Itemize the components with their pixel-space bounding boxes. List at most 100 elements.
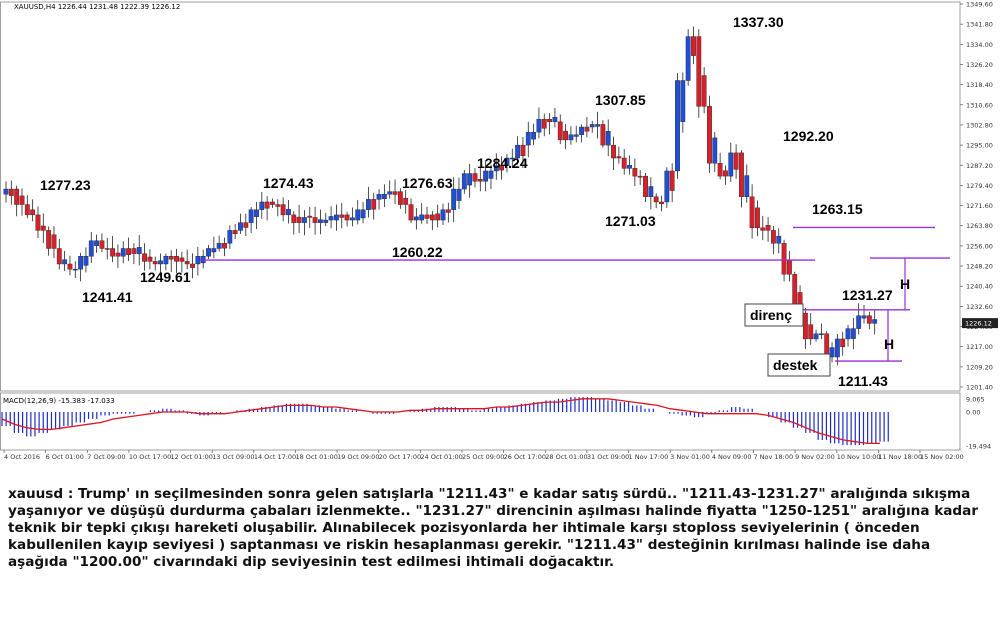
candle-body	[515, 144, 521, 159]
candle-body	[648, 186, 654, 197]
candle-body	[541, 119, 547, 129]
candle-body	[46, 230, 52, 249]
candle-body	[467, 173, 473, 186]
x-tick-label: 11 Nov 18:00	[878, 453, 922, 461]
macd-tick-label: 0.00	[966, 409, 980, 417]
candle-body	[605, 131, 611, 146]
main-panel	[0, 1, 961, 451]
candle-body	[51, 234, 57, 249]
price-annotation-label: 1307.85	[595, 92, 646, 108]
y-tick-label: 1287.20	[966, 162, 993, 170]
candle-body	[126, 248, 131, 255]
y-tick-label: 1256.00	[966, 242, 993, 250]
x-tick-label: 1 Nov 17:00	[629, 453, 669, 461]
macd-header: MACD(12,26,9) -15.383 -17.033	[3, 397, 115, 405]
x-tick-label: 13 Oct 09:00	[212, 453, 254, 461]
current-price-tag	[962, 318, 998, 329]
candle-body	[707, 106, 712, 164]
candle-body	[99, 240, 105, 249]
price-annotation-label: 1260.22	[392, 244, 443, 260]
candle-body	[669, 170, 675, 191]
x-tick-label: 4 Nov 09:00	[712, 453, 752, 461]
candle-body	[227, 230, 233, 244]
price-annotation-label: 1274.43	[263, 175, 314, 191]
price-annotation-label: 1337.30	[733, 14, 784, 30]
candle-body	[589, 124, 595, 128]
candle-body	[35, 214, 41, 231]
candle-body	[802, 312, 808, 340]
candle-body	[808, 324, 814, 340]
x-tick-label: 12 Oct 01:00	[171, 453, 213, 461]
candle-body	[120, 248, 126, 257]
candle-body	[110, 248, 115, 257]
candle-body	[14, 188, 20, 205]
candle-body	[350, 217, 355, 221]
candle-body	[472, 173, 478, 182]
candle-body	[675, 80, 680, 172]
x-tick-label: 19 Oct 09:00	[337, 453, 379, 461]
candle-body	[248, 209, 254, 223]
candle-body	[403, 198, 409, 205]
y-tick-label: 1201.40	[966, 384, 993, 392]
candle-body	[275, 204, 281, 207]
candle-body	[685, 36, 691, 81]
candle-body	[744, 175, 750, 197]
candle-body	[254, 209, 259, 217]
x-tick-label: 31 Oct 09:00	[587, 453, 629, 461]
main-frame-border	[0, 1, 961, 392]
x-tick-label: 10 Nov 10:00	[837, 453, 881, 461]
candle-body	[627, 165, 632, 169]
candle-body	[56, 248, 62, 265]
y-tick-label: 1217.00	[966, 343, 993, 351]
candle-body	[664, 170, 670, 203]
candle-body	[302, 217, 307, 223]
candle-body	[115, 252, 121, 257]
y-tick-label: 1310.60	[966, 101, 993, 109]
x-tick-label: 15 Nov 02:00	[920, 453, 964, 461]
resistance-label: direnç	[750, 307, 792, 323]
x-tick-label: 3 Nov 01:00	[670, 453, 710, 461]
candle-body	[318, 219, 323, 223]
candle-body	[477, 179, 483, 182]
candle-body	[861, 315, 867, 319]
candle-body	[595, 124, 600, 127]
candle-body	[866, 315, 872, 324]
candle-body	[504, 157, 510, 166]
price-chart: XAUUSD,H4 1226.44 1231.48 1222.39 1226.1…	[0, 1, 998, 461]
candle-body	[557, 121, 563, 141]
x-tick-label: 24 Oct 01:00	[420, 453, 462, 461]
candle-body	[493, 165, 499, 172]
candle-body	[264, 201, 270, 209]
measure-label-lower: H	[884, 336, 894, 352]
candle-body	[739, 152, 744, 197]
macd-signal-line	[1, 398, 880, 445]
x-tick-label: 18 Oct 01:00	[295, 453, 337, 461]
candle-body	[232, 230, 238, 235]
y-tick-label: 1318.40	[966, 81, 993, 89]
price-annotation-label: 1276.63	[402, 175, 453, 191]
candle-body	[525, 131, 531, 146]
x-tick-label: 20 Oct 17:00	[379, 453, 421, 461]
candle-body	[142, 253, 147, 262]
y-tick-label: 1326.20	[966, 61, 993, 69]
candle-body	[323, 219, 329, 223]
candle-body	[408, 204, 414, 221]
candle-body	[259, 201, 265, 210]
x-tick-label: 28 Oct 01:00	[545, 453, 587, 461]
price-annotation-label: 1284.24	[477, 155, 528, 171]
candle-body	[568, 134, 574, 141]
zone-labels: direnç destek H H	[744, 276, 910, 377]
candle-body	[520, 144, 526, 157]
candle-body	[190, 263, 195, 268]
candle-body	[344, 214, 350, 221]
support-box	[767, 353, 831, 377]
y-tick-label: 1232.60	[966, 303, 993, 311]
candle-body	[158, 260, 163, 265]
candle-body	[371, 199, 377, 210]
time-axis: 4 Oct 2016 6 Oct 01:00 7 Oct 09:00 10 Oct 1…	[3, 450, 964, 461]
candle-body	[717, 162, 723, 177]
candle-body	[429, 214, 435, 221]
candle-body	[856, 315, 862, 329]
candle-body	[419, 214, 425, 221]
candle-body	[376, 194, 382, 200]
